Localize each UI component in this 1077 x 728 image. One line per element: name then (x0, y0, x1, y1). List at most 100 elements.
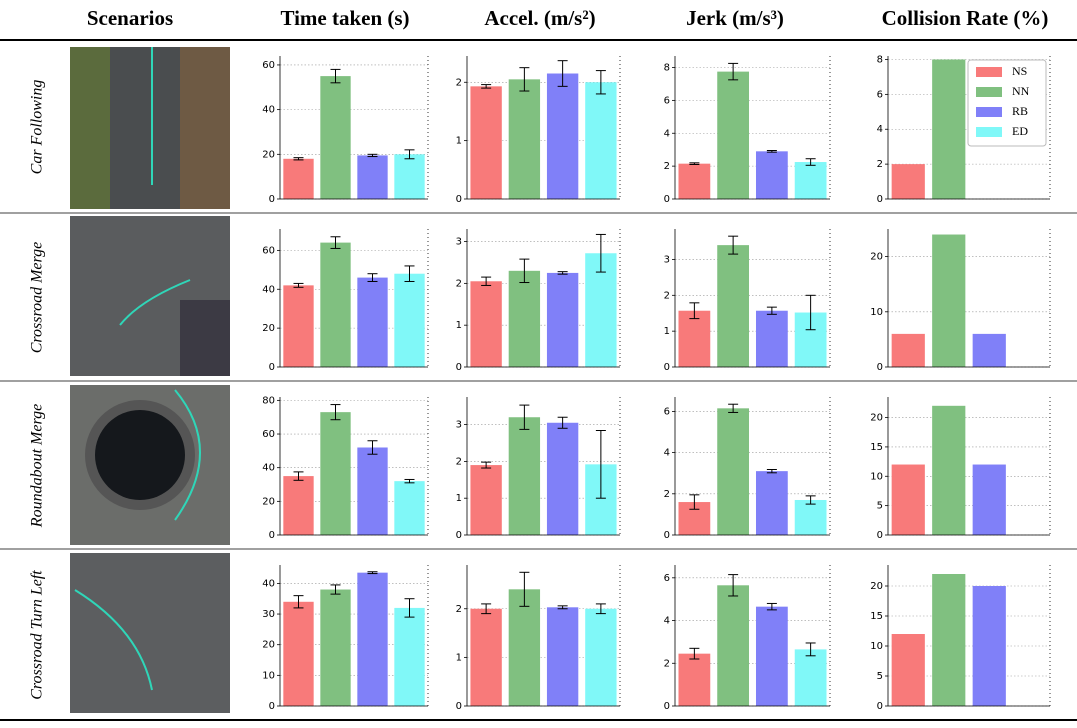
y-tick-label: 0 (877, 530, 883, 541)
y-tick-label: 40 (262, 578, 275, 589)
y-tick-label: 8 (664, 63, 670, 74)
bar (717, 71, 750, 199)
y-tick-label: 2 (456, 278, 462, 289)
y-tick-label: 60 (262, 429, 275, 440)
legend-swatch (976, 67, 1002, 77)
y-tick-label: 20 (262, 323, 275, 334)
bar (508, 589, 541, 706)
y-tick-label: 0 (269, 530, 275, 541)
row-label: Roundabout Merge (29, 404, 46, 528)
y-tick-label: 5 (877, 671, 883, 682)
y-tick-label: 0 (877, 194, 883, 205)
y-tick-label: 10 (262, 670, 275, 681)
y-tick-label: 0 (456, 194, 462, 205)
image-grass (180, 47, 230, 209)
y-tick-label: 4 (877, 124, 883, 135)
y-tick-label: 60 (262, 245, 275, 256)
bar (972, 333, 1006, 367)
bar (891, 164, 925, 199)
column-header: Accel. (m/s²) (484, 6, 595, 30)
bar (755, 151, 788, 199)
y-tick-label: 3 (664, 254, 670, 265)
y-tick-label: 15 (870, 611, 883, 622)
y-tick-label: 0 (664, 701, 670, 712)
y-tick-label: 2 (664, 489, 670, 500)
bar (283, 285, 314, 367)
bar (546, 422, 579, 535)
y-tick-label: 20 (870, 581, 883, 592)
column-header: Time taken (s) (280, 6, 409, 30)
bar (755, 310, 788, 367)
y-tick-label: 0 (269, 362, 275, 373)
bar (891, 464, 925, 535)
bar (794, 162, 827, 199)
row-label: Car Following (29, 80, 46, 175)
y-tick-label: 40 (262, 284, 275, 295)
y-tick-label: 20 (262, 640, 275, 651)
y-tick-label: 10 (870, 307, 883, 318)
scenario-images (70, 47, 230, 713)
column-header: Jerk (m/s³) (686, 6, 784, 30)
y-tick-label: 4 (664, 616, 670, 627)
bar (508, 270, 541, 367)
y-tick-label: 10 (870, 641, 883, 652)
bar (357, 572, 388, 706)
y-tick-label: 2 (664, 658, 670, 669)
y-tick-label: 30 (262, 609, 275, 620)
bar (585, 608, 617, 706)
legend-label: NN (1012, 84, 1030, 98)
bar (320, 76, 351, 199)
y-tick-label: 0 (877, 701, 883, 712)
y-tick-label: 1 (456, 493, 462, 504)
y-tick-label: 3 (456, 420, 462, 431)
y-tick-label: 40 (262, 463, 275, 474)
image-roundabout (95, 410, 185, 500)
bar (585, 82, 617, 199)
bar (357, 155, 388, 199)
bar (283, 601, 314, 706)
legend-box (967, 59, 1047, 147)
y-tick-label: 4 (664, 448, 670, 459)
y-tick-label: 1 (456, 652, 462, 663)
y-tick-label: 2 (877, 159, 883, 170)
y-tick-label: 0 (877, 362, 883, 373)
bar (470, 281, 502, 367)
bar (546, 272, 579, 367)
legend-swatch (976, 127, 1002, 137)
y-tick-label: 80 (262, 395, 275, 406)
y-tick-label: 1 (456, 136, 462, 147)
legend-swatch (976, 87, 1002, 97)
bar (283, 476, 314, 535)
image-path (174, 389, 201, 521)
bar (794, 499, 827, 535)
bar (470, 86, 502, 199)
y-tick-label: 0 (456, 362, 462, 373)
bar (320, 589, 351, 706)
legend-label: ED (1012, 124, 1028, 138)
bar (932, 59, 966, 199)
bar (546, 607, 579, 706)
bar (320, 412, 351, 535)
y-tick-label: 20 (870, 252, 883, 263)
y-tick-label: 0 (269, 701, 275, 712)
bar (891, 333, 925, 367)
y-tick-label: 2 (664, 161, 670, 172)
bar (678, 310, 711, 367)
y-tick-label: 2 (664, 290, 670, 301)
y-tick-label: 5 (877, 501, 883, 512)
image-grass (70, 47, 110, 209)
y-tick-label: 15 (870, 442, 883, 453)
y-tick-label: 20 (870, 413, 883, 424)
scenario-image (70, 553, 230, 713)
y-tick-label: 8 (877, 54, 883, 65)
bar (932, 405, 966, 535)
row-label: Crossroad Turn Left (29, 570, 46, 700)
bar (932, 574, 966, 706)
bar (717, 408, 750, 535)
y-tick-label: 0 (269, 194, 275, 205)
y-tick-label: 2 (456, 77, 462, 88)
y-tick-label: 3 (456, 237, 462, 248)
bar (470, 608, 502, 706)
y-tick-label: 20 (262, 496, 275, 507)
y-tick-label: 6 (877, 89, 883, 100)
